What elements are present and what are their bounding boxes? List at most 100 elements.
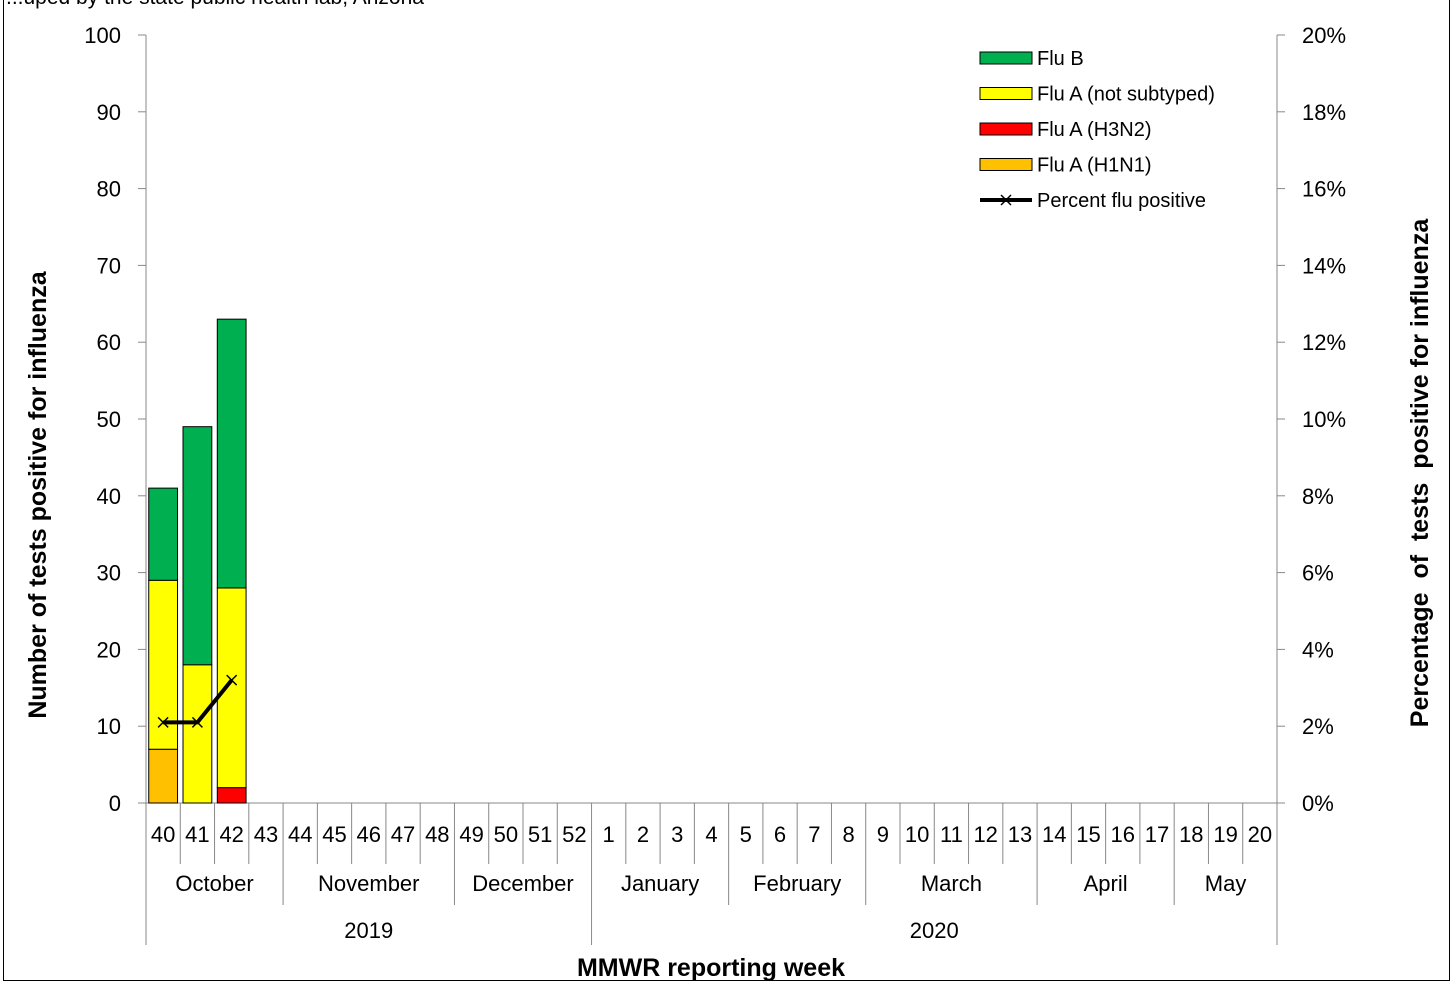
- legend-label: Flu B: [1037, 48, 1084, 70]
- x-tick-label-week-47: 47: [391, 822, 415, 847]
- x-tick-label-week-6: 6: [774, 822, 786, 847]
- x-tick-label-week-40: 40: [151, 822, 175, 847]
- y2-tick-label: 20%: [1302, 23, 1346, 48]
- year-label-2019: 2019: [344, 918, 393, 943]
- x-tick-label-week-15: 15: [1076, 822, 1100, 847]
- y-tick-label: 80: [97, 177, 121, 202]
- bar-flu-b-week-41: [182, 426, 213, 666]
- x-tick-label-week-8: 8: [842, 822, 854, 847]
- year-label-2020: 2020: [910, 918, 959, 943]
- x-axis-title: MMWR reporting week: [577, 954, 845, 982]
- x-tick-label-week-4: 4: [705, 822, 717, 847]
- marker-stroke: [157, 716, 169, 728]
- legend-swatch: [979, 158, 1033, 171]
- y2-tick-label: 4%: [1302, 637, 1334, 662]
- percent-positive-marker-week-40: [157, 716, 169, 728]
- x-tick-label-week-12: 12: [973, 822, 997, 847]
- axes-group: 0 10 20 30 40 50 60 70 80 90 100 0% 2% 4% 6% 8% 10% 12% 14…: [84, 23, 1346, 816]
- x-tick-label-week-11: 11: [940, 822, 963, 847]
- y-tick-label: 30: [97, 561, 121, 586]
- x-tick-label-week-14: 14: [1042, 822, 1066, 847]
- y2-axis-title: Percentage of tests positive for influen…: [1406, 218, 1434, 728]
- month-label-february: February: [753, 871, 841, 896]
- x-tick-label-week-1: 1: [603, 822, 615, 847]
- legend-swatch: [979, 122, 1033, 136]
- y-tick-label: 100: [84, 23, 121, 48]
- y2-tick-label: 16%: [1302, 177, 1346, 202]
- y2-tick-label: 0%: [1302, 791, 1334, 816]
- legend-item-flu-a-h1n1: Flu A (H1N1): [979, 155, 1151, 177]
- y-tick-label: 90: [97, 100, 121, 125]
- month-label-march: March: [921, 871, 982, 896]
- x-tick-label-week-50: 50: [494, 822, 518, 847]
- x-tick-label-week-16: 16: [1111, 822, 1135, 847]
- y2-tick-label: 8%: [1302, 484, 1334, 509]
- bar-flu-b-week-42: [216, 318, 247, 589]
- y2-tick-label: 2%: [1302, 714, 1334, 739]
- x-tick-label-week-10: 10: [905, 822, 929, 847]
- x-tick-label-week-9: 9: [877, 822, 889, 847]
- month-label-october: October: [175, 871, 253, 896]
- y2-tick-label: 12%: [1302, 330, 1346, 355]
- x-tick-label-week-51: 51: [528, 822, 552, 847]
- x-tick-label-week-20: 20: [1248, 822, 1272, 847]
- bar-flu-a-not-subtyped-week-42: [216, 587, 247, 789]
- bars-group: [148, 318, 247, 804]
- legend-item-flu-b: Flu B: [979, 48, 1084, 70]
- marker-stroke: [191, 716, 203, 728]
- y-tick-label: 10: [97, 714, 121, 739]
- percent-positive-marker-week-41: [191, 716, 203, 728]
- percent-positive-marker-week-42: [226, 674, 238, 686]
- legend-label: Flu A (not subtyped): [1037, 84, 1215, 106]
- x-axis-group: 40 41 42 43 44 45 46 47 48 49 50 51 52 1 2 3 4 5 6 7 8 9 10 11 1…: [145, 803, 1278, 945]
- month-label-january: January: [621, 871, 699, 896]
- legend-label: Flu A (H1N1): [1037, 155, 1151, 177]
- y2-tick-label: 14%: [1302, 253, 1346, 278]
- y-axis-title: Number of tests positive for influenza: [24, 270, 52, 718]
- legend-item-percent-flu-positive: Percent flu positive: [980, 190, 1206, 212]
- line-group: [157, 674, 238, 728]
- bar-flu-a-h1n1-week-40: [148, 748, 179, 804]
- x-tick-label-week-2: 2: [637, 822, 649, 847]
- y2-tick-label: 10%: [1302, 407, 1346, 432]
- x-tick-label-week-49: 49: [459, 822, 483, 847]
- bar-flu-a-h3n2-week-42: [216, 787, 247, 804]
- x-tick-label-week-3: 3: [671, 822, 683, 847]
- month-label-april: April: [1084, 871, 1128, 896]
- y-tick-label: 70: [97, 253, 121, 278]
- y-tick-label: 50: [97, 407, 121, 432]
- x-tick-label-week-7: 7: [808, 822, 820, 847]
- x-tick-label-week-41: 41: [185, 822, 209, 847]
- y-tick-label: 0: [109, 791, 121, 816]
- month-label-may: May: [1205, 871, 1247, 896]
- month-label-november: November: [318, 871, 419, 896]
- page-title: ...uped by the state public health lab, …: [6, 0, 424, 10]
- month-label-december: December: [472, 871, 573, 896]
- legend-label: Percent flu positive: [1037, 190, 1206, 212]
- x-tick-label-week-46: 46: [357, 822, 381, 847]
- legend-label: Flu A (H3N2): [1037, 119, 1151, 141]
- legend-swatch: [979, 51, 1033, 65]
- x-tick-label-week-43: 43: [254, 822, 278, 847]
- legend-item-flu-a-h3n2: Flu A (H3N2): [979, 119, 1151, 141]
- x-tick-label-week-13: 13: [1008, 822, 1032, 847]
- legend-swatch: [979, 87, 1033, 100]
- x-tick-label-week-17: 17: [1145, 822, 1169, 847]
- x-tick-label-week-52: 52: [562, 822, 586, 847]
- x-tick-label-week-5: 5: [740, 822, 752, 847]
- bar-flu-a-not-subtyped-week-41: [182, 664, 213, 804]
- x-tick-label-week-42: 42: [219, 822, 243, 847]
- bar-flu-b-week-40: [148, 487, 179, 581]
- marker-stroke: [226, 674, 238, 686]
- y-tick-label: 60: [97, 330, 121, 355]
- y2-tick-label: 6%: [1302, 561, 1334, 586]
- x-tick-label-week-44: 44: [288, 822, 312, 847]
- y-tick-label: 20: [97, 637, 121, 662]
- legend-item-flu-a-not-subtyped: Flu A (not subtyped): [979, 84, 1215, 106]
- y2-tick-label: 18%: [1302, 100, 1346, 125]
- x-tick-label-week-19: 19: [1213, 822, 1237, 847]
- x-tick-label-week-48: 48: [425, 822, 449, 847]
- x-tick-label-week-45: 45: [322, 822, 346, 847]
- x-tick-label-week-18: 18: [1179, 822, 1203, 847]
